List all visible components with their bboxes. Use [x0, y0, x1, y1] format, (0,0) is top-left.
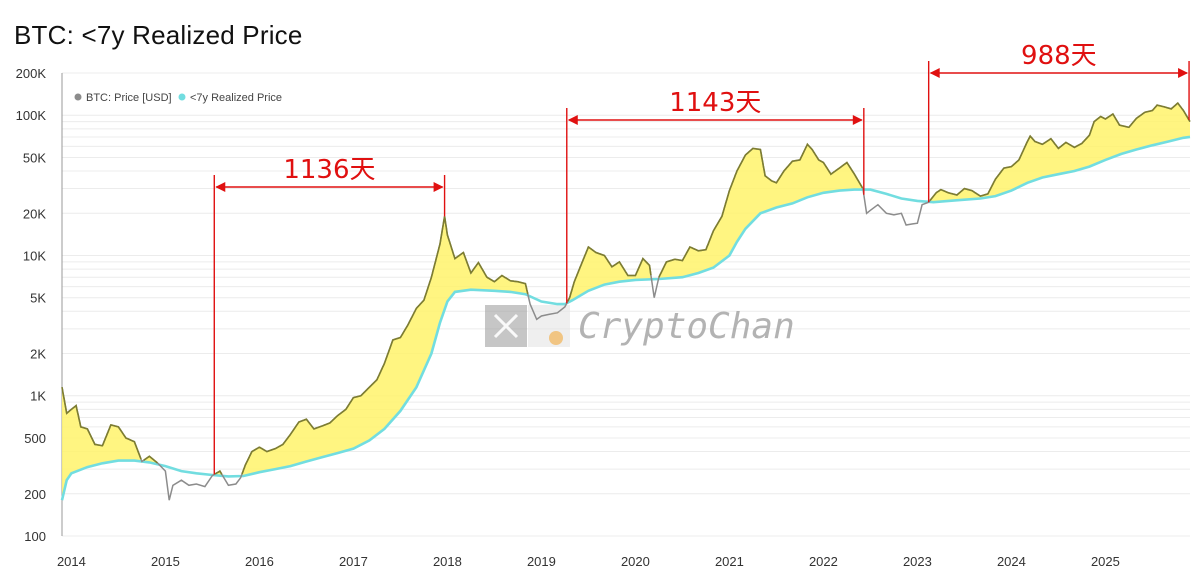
btc-price-above-segment: [61, 387, 142, 460]
btc-price-above-segment: [658, 142, 864, 278]
realized-gap-fill: [62, 103, 1190, 501]
arrow-head-right: [1178, 68, 1189, 78]
x-mark-glyph: [493, 313, 519, 339]
arrow-head-left: [567, 115, 578, 125]
x-tick-label: 2017: [339, 554, 368, 569]
legend-label: BTC: Price [USD]: [86, 92, 172, 104]
y-tick-label: 10K: [23, 248, 46, 263]
y-tick-label: 500: [24, 431, 46, 446]
btc-price-above-segment: [567, 245, 652, 302]
legend-marker: [74, 93, 82, 101]
btc-price-above-segment: [929, 101, 1191, 201]
y-tick-label: 100: [24, 529, 46, 544]
y-tick-label: 100K: [16, 108, 47, 123]
premium-area: [658, 144, 863, 279]
btc-price-above-segment: [241, 216, 529, 475]
series-lines: [60, 101, 1191, 501]
arrow-head-left: [215, 182, 226, 192]
x-tick-label: 2020: [621, 554, 650, 569]
x-tick-label: 2016: [245, 554, 274, 569]
y-tick-label: 200: [24, 487, 46, 502]
x-tick-label: 2022: [809, 554, 838, 569]
arrow-head-right: [433, 182, 444, 192]
cycle-duration-label: 1136天: [283, 155, 375, 185]
arrow-head-left: [929, 68, 940, 78]
x-tick-label: 2014: [57, 554, 86, 569]
legend-label: <7y Realized Price: [190, 92, 282, 104]
cycle-duration-label: 1143天: [669, 88, 761, 118]
y-tick-label: 200K: [16, 66, 47, 81]
y-tick-label: 20K: [23, 206, 46, 221]
chart-title: BTC: <7y Realized Price: [14, 20, 303, 50]
arrow-head-right: [852, 115, 863, 125]
x-tick-label: 2023: [903, 554, 932, 569]
x-tick-label: 2019: [527, 554, 556, 569]
coin-icon: [549, 331, 563, 345]
btc-price-above-segment: [214, 469, 223, 475]
watermark-text: CryptoChan: [578, 306, 795, 347]
legend: BTC: Price [USD] <7y Realized Price: [74, 92, 282, 104]
y-tick-label: 1K: [30, 389, 46, 404]
cycle-duration-label: 988天: [1021, 41, 1097, 71]
y-tick-label: 50K: [23, 150, 46, 165]
premium-area: [567, 247, 652, 303]
x-tick-label: 2015: [151, 554, 180, 569]
x-tick-label: 2025: [1091, 554, 1120, 569]
btc-price-above-segment: [143, 455, 158, 464]
legend-marker: [178, 93, 186, 101]
x-tick-label: 2018: [433, 554, 462, 569]
premium-area: [241, 216, 528, 476]
cycle-annotations: 1136天 1143天 988天: [213, 41, 1190, 475]
grid-lines: [61, 72, 1190, 537]
x-tick-label: 2021: [715, 554, 744, 569]
y-tick-label: 5K: [30, 291, 46, 306]
premium-area: [62, 387, 159, 501]
y-tick-label: 2K: [30, 347, 46, 362]
watermark: CryptoChan: [485, 305, 795, 347]
realized-price-line: [60, 135, 1191, 501]
premium-area: [929, 103, 1190, 203]
avatar-icon: [528, 305, 570, 347]
x-tick-label: 2024: [997, 554, 1026, 569]
axis-labels: 100 200 500 1K 2K 5K 10K 20K 50K 100K 200K 2014 2015…: [16, 66, 1120, 569]
